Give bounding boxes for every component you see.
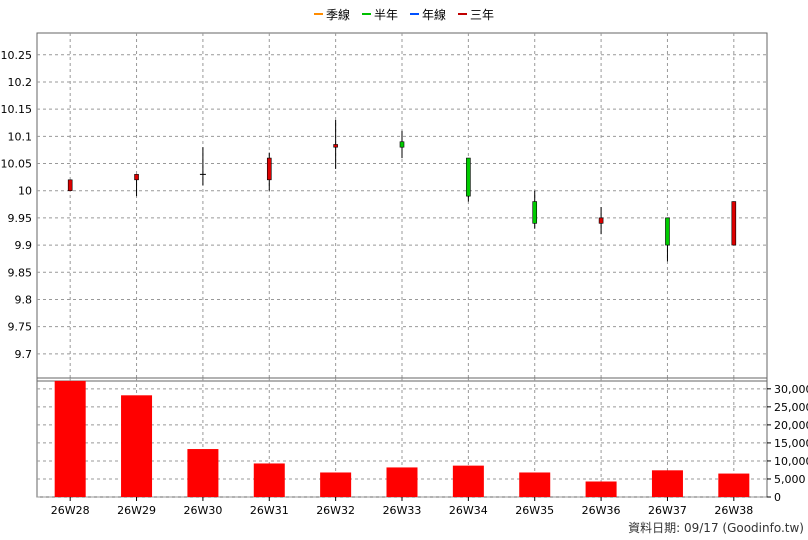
price-tick-label: 10.05 [1,158,33,171]
legend-item-quarter: 季線 [313,5,350,23]
volume-bar [386,467,418,497]
legend-item-half-year: 半年 [361,5,398,23]
price-tick-label: 9.7 [15,348,33,361]
x-tick-label: 26W34 [449,504,488,517]
price-tick-label: 10 [18,185,32,198]
volume-bar [187,449,219,497]
candle-body [598,217,604,224]
price-tick-label: 10.25 [1,49,33,62]
x-tick-label: 26W33 [383,504,422,517]
legend-swatch-year [410,13,419,15]
price-tick-label: 10.1 [8,130,33,143]
volume-series [54,380,750,497]
x-tick-label: 26W30 [183,504,222,517]
volume-bar [718,473,750,497]
candle-body [399,141,405,148]
price-grid [36,32,768,382]
x-tick-label: 26W35 [515,504,554,517]
price-tick-label: 9.8 [15,293,33,306]
volume-tick-label: 10,000 [774,455,808,468]
price-axis: 10.25 10.2 10.15 10.1 10.05 10 9.95 9.9 9.85 9.8 9… [1,49,33,361]
price-tick-label: 9.75 [8,321,33,334]
volume-bar [585,481,617,497]
candle-body [134,174,139,181]
x-tick-label: 26W31 [250,504,289,517]
volume-bar [253,463,285,497]
x-tick-label: 26W36 [582,504,621,517]
data-date-credit: 資料日期: 09/17 (Goodinfo.tw) [628,521,804,535]
candle-body [665,217,670,246]
price-tick-label: 9.85 [8,266,33,279]
legend-label-quarter: 季線 [325,7,350,22]
price-tick-label: 10.2 [8,76,33,89]
volume-tick-label: 25,000 [774,401,808,414]
volume-bar [121,395,153,497]
volume-tick-label: 0 [774,491,781,504]
legend-item-year: 年線 [410,5,446,23]
x-axis: 26W28 26W29 26W30 26W31 26W32 26W33 26W34 26W35… [51,497,753,517]
legend-swatch-half-year [361,13,371,15]
candle-body [532,201,538,224]
legend-label-year: 年線 [422,7,447,22]
x-tick-label: 26W32 [316,504,355,517]
x-tick-label: 26W37 [648,504,687,517]
legend-label-half-year: 半年 [373,7,398,22]
price-tick-label: 9.95 [8,212,33,225]
legend-swatch-quarter [313,13,323,15]
candle-body [731,201,737,246]
volume-tick-label: 20,000 [774,419,808,432]
legend-item-three-year: 三年 [458,5,494,23]
volume-bar [651,470,683,497]
price-tick-label: 9.9 [15,239,33,252]
chart-legend: 季線 半年 年線 三年 [0,5,808,23]
legend-label-three-year: 三年 [470,7,495,22]
x-tick-label: 26W38 [714,504,753,517]
candle-body [266,157,272,181]
volume-bar [54,380,86,497]
x-tick-label: 26W28 [51,504,90,517]
candlestick-series [67,120,737,262]
x-tick-label: 26W29 [117,504,156,517]
volume-tick-label: 5,000 [774,473,806,486]
candle-body [333,144,338,148]
volume-axis: 30,000 25,000 20,000 15,000 10,000 5,000 0 [767,383,808,504]
volume-bar [519,472,551,497]
price-tick-label: 10.15 [1,103,33,116]
volume-tick-label: 30,000 [774,383,808,396]
candle-body [67,179,73,191]
candle-body [466,157,471,197]
volume-bar [452,465,484,497]
legend-swatch-three-year [458,13,468,15]
volume-tick-label: 15,000 [774,437,808,450]
volume-bar [320,472,352,497]
